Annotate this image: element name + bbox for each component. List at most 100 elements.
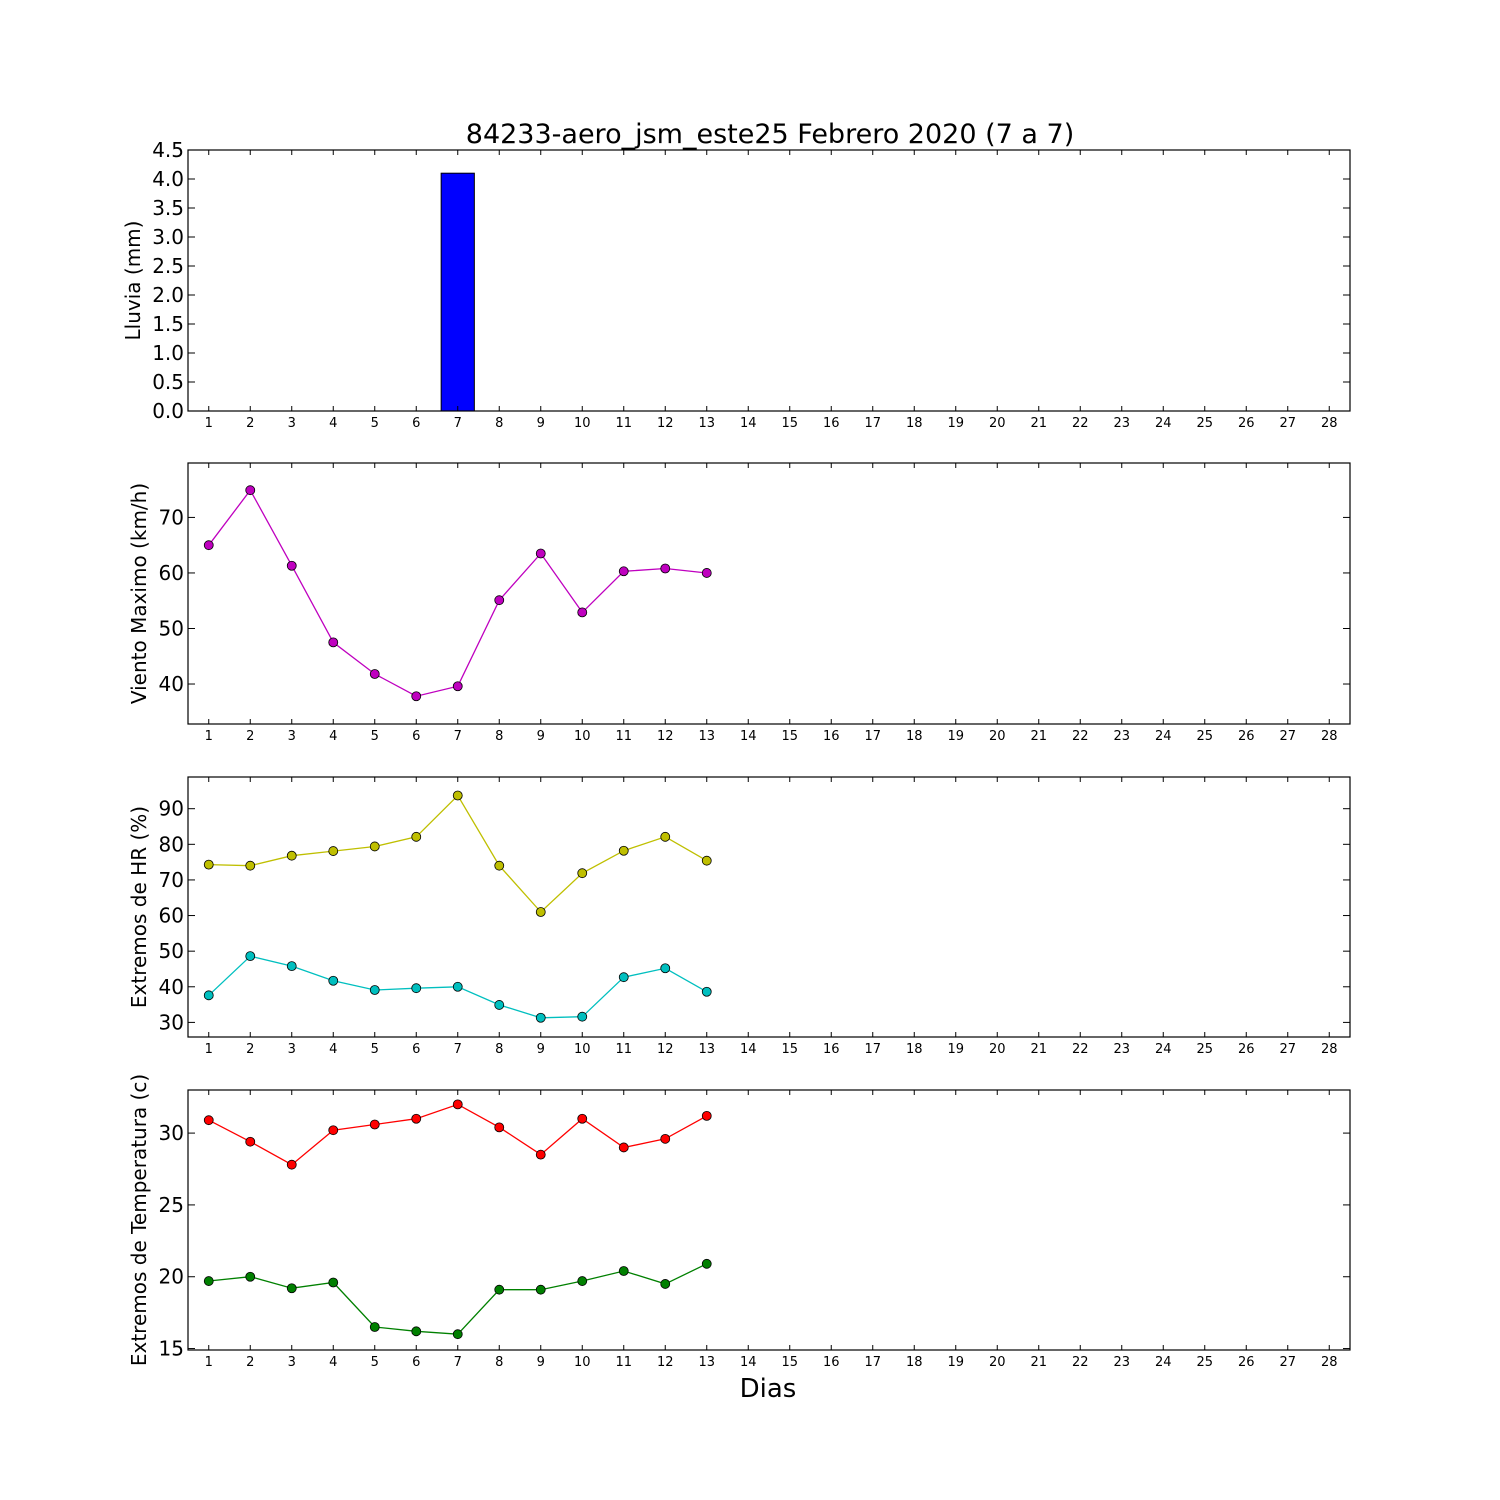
data-point bbox=[452, 1099, 463, 1110]
x-tick-label: 11 bbox=[615, 729, 632, 744]
data-point bbox=[618, 566, 629, 577]
data-point bbox=[328, 1125, 339, 1136]
data-point bbox=[369, 985, 380, 995]
data-point bbox=[701, 568, 712, 578]
series-line bbox=[208, 1263, 708, 1335]
x-tick-label: 19 bbox=[947, 416, 964, 431]
x-tick-label: 3 bbox=[288, 1355, 296, 1370]
x-tick-label: 27 bbox=[1279, 1042, 1296, 1057]
x-tick-label: 8 bbox=[495, 1355, 503, 1370]
data-point bbox=[369, 841, 380, 852]
data-point bbox=[203, 859, 214, 870]
y-tick-label: 2.0 bbox=[152, 283, 184, 307]
x-axis-label: Dias bbox=[740, 1374, 797, 1404]
data-point bbox=[701, 986, 712, 997]
data-point bbox=[494, 860, 505, 871]
x-tick-label: 20 bbox=[989, 729, 1006, 744]
x-tick-label: 7 bbox=[454, 416, 462, 431]
x-tick-label: 7 bbox=[454, 729, 462, 744]
panel-4: 1 2 3 4 5 6 7 8 9 10 11 12 13 14 15 16 17 18 19 20 21 22 23 24 2… bbox=[127, 1074, 1351, 1370]
x-tick-label: 27 bbox=[1279, 1355, 1296, 1370]
y-tick-label: 80 bbox=[159, 832, 184, 856]
data-point bbox=[286, 961, 297, 972]
x-tick-label: 18 bbox=[906, 729, 923, 744]
y-tick-label: 70 bbox=[159, 505, 184, 529]
x-tick-label: 3 bbox=[288, 729, 296, 744]
data-point bbox=[660, 1133, 671, 1144]
data-point bbox=[535, 1284, 546, 1295]
data-point bbox=[411, 691, 422, 702]
x-tick-label: 15 bbox=[781, 416, 798, 431]
x-tick-label: 25 bbox=[1196, 1042, 1213, 1057]
data-point bbox=[535, 548, 546, 559]
x-tick-label: 14 bbox=[740, 1355, 757, 1370]
x-tick-label: 26 bbox=[1238, 1355, 1255, 1370]
data-point bbox=[245, 485, 256, 496]
x-tick-label: 20 bbox=[989, 416, 1006, 431]
x-tick-label: 25 bbox=[1196, 1355, 1213, 1370]
x-tick-label: 14 bbox=[740, 729, 757, 744]
x-tick-label: 9 bbox=[537, 729, 545, 744]
x-tick-label: 18 bbox=[906, 416, 923, 431]
data-point bbox=[245, 1136, 256, 1147]
x-tick-label: 25 bbox=[1196, 729, 1213, 744]
data-point bbox=[660, 563, 671, 574]
y-axis-label: Extremos de HR (%) bbox=[127, 806, 151, 1008]
data-point bbox=[203, 1276, 214, 1286]
y-tick-label: 40 bbox=[159, 672, 184, 696]
series-1 bbox=[203, 1099, 712, 1170]
data-point bbox=[535, 1149, 546, 1160]
x-tick-label: 6 bbox=[412, 1355, 420, 1370]
plot-frame bbox=[187, 462, 1351, 725]
x-tick-label: 5 bbox=[371, 1355, 379, 1370]
x-tick-label: 20 bbox=[989, 1042, 1006, 1057]
y-tick-label: 50 bbox=[159, 939, 184, 963]
data-point bbox=[494, 1284, 505, 1295]
y-tick-label: 1.0 bbox=[152, 341, 184, 365]
data-point bbox=[660, 1279, 671, 1289]
data-point bbox=[618, 1142, 629, 1153]
x-tick-label: 11 bbox=[615, 1355, 632, 1370]
panel-1: 1 2 3 4 5 6 7 8 9 10 11 12 13 14 15 16 17 18 19 20 21 22 23 24 2… bbox=[121, 138, 1351, 431]
x-tick-label: 13 bbox=[698, 1355, 715, 1370]
x-tick-label: 25 bbox=[1196, 416, 1213, 431]
x-tick-label: 16 bbox=[823, 1042, 840, 1057]
data-point bbox=[286, 1159, 297, 1170]
x-tick-label: 22 bbox=[1072, 416, 1089, 431]
x-tick-label: 11 bbox=[615, 1042, 632, 1057]
x-tick-label: 2 bbox=[246, 416, 254, 431]
x-tick-label: 23 bbox=[1113, 729, 1130, 744]
data-point bbox=[245, 951, 256, 962]
data-point bbox=[328, 1277, 339, 1288]
data-point bbox=[203, 990, 214, 1001]
x-tick-label: 5 bbox=[371, 416, 379, 431]
data-point bbox=[494, 1122, 505, 1133]
x-tick-label: 10 bbox=[574, 416, 591, 431]
x-tick-label: 13 bbox=[698, 416, 715, 431]
figure-title: 84233-aero_jsm_este25 Febrero 2020 (7 a … bbox=[466, 119, 1074, 150]
y-axis-label: Extremos de Temperatura (c) bbox=[127, 1074, 151, 1366]
x-tick-label: 9 bbox=[537, 1042, 545, 1057]
x-tick-label: 23 bbox=[1113, 416, 1130, 431]
x-tick-label: 13 bbox=[698, 1042, 715, 1057]
x-tick-label: 26 bbox=[1238, 729, 1255, 744]
x-tick-label: 27 bbox=[1279, 416, 1296, 431]
x-tick-label: 17 bbox=[864, 729, 881, 744]
data-point bbox=[577, 868, 588, 879]
series-2 bbox=[203, 951, 712, 1023]
data-point bbox=[245, 1271, 256, 1282]
x-tick-label: 6 bbox=[412, 1042, 420, 1057]
x-tick-label: 13 bbox=[698, 729, 715, 744]
plot-frame bbox=[187, 149, 1351, 412]
data-point bbox=[494, 595, 505, 606]
x-tick-label: 3 bbox=[288, 416, 296, 431]
x-tick-label: 22 bbox=[1072, 1355, 1089, 1370]
data-point bbox=[618, 972, 629, 983]
x-tick-label: 24 bbox=[1155, 1042, 1172, 1057]
x-tick-label: 12 bbox=[657, 1355, 674, 1370]
data-point bbox=[577, 607, 588, 618]
x-tick-label: 19 bbox=[947, 1355, 964, 1370]
x-tick-label: 28 bbox=[1321, 416, 1338, 431]
chart-panels: 1 2 3 4 5 6 7 8 9 10 11 12 13 14 15 16 17 18 19 20 21 22 23 24 2… bbox=[121, 138, 1351, 1370]
bar bbox=[440, 172, 475, 412]
